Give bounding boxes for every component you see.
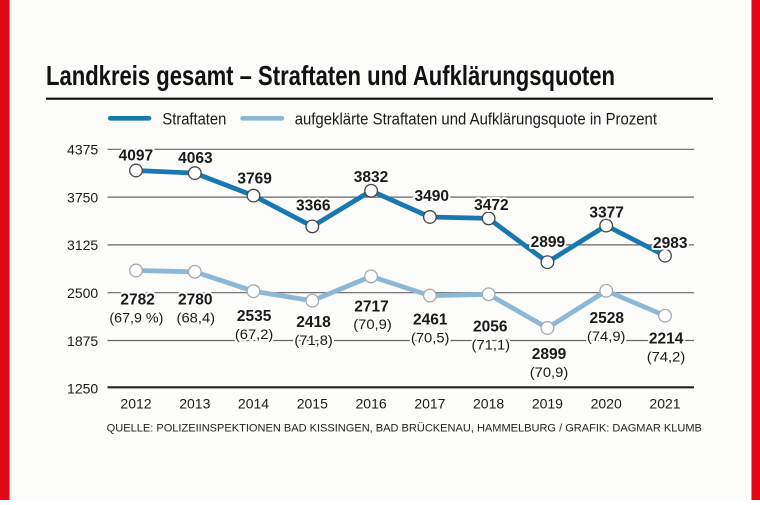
svg-text:3377: 3377	[589, 205, 624, 222]
svg-text:Landkreis gesamt – Straftaten: Landkreis gesamt – Straftaten und Aufklä…	[46, 60, 615, 91]
svg-text:2528: 2528	[589, 310, 624, 327]
svg-text:aufgeklärte Straftaten und Auf: aufgeklärte Straftaten und Aufklärungsqu…	[295, 110, 658, 129]
svg-text:4375: 4375	[67, 142, 98, 158]
svg-text:1250: 1250	[67, 381, 98, 397]
svg-text:QUELLE: POLIZEIINSPEKTIONEN BA: QUELLE: POLIZEIINSPEKTIONEN BAD KISSINGE…	[107, 423, 702, 435]
svg-text:3366: 3366	[296, 198, 331, 215]
svg-text:(70,9): (70,9)	[530, 364, 569, 380]
svg-text:2782: 2782	[120, 292, 155, 309]
svg-text:2019: 2019	[532, 396, 563, 412]
svg-text:1875: 1875	[67, 333, 98, 349]
svg-text:3490: 3490	[414, 188, 449, 205]
svg-text:2015: 2015	[297, 396, 328, 412]
svg-text:3769: 3769	[237, 171, 272, 188]
svg-text:(67,2): (67,2)	[235, 326, 274, 342]
svg-text:(74,2): (74,2)	[647, 349, 686, 365]
svg-text:2717: 2717	[354, 298, 389, 315]
svg-text:(70,9): (70,9)	[353, 316, 392, 332]
svg-text:2021: 2021	[649, 396, 680, 412]
svg-text:(67,9 %): (67,9 %)	[109, 310, 163, 326]
svg-text:3472: 3472	[474, 197, 509, 214]
svg-text:2013: 2013	[179, 396, 210, 412]
svg-text:2016: 2016	[356, 396, 387, 412]
svg-text:4097: 4097	[119, 147, 154, 164]
svg-text:3750: 3750	[67, 189, 98, 205]
svg-text:2461: 2461	[413, 312, 448, 329]
svg-text:2899: 2899	[532, 346, 567, 363]
svg-text:3125: 3125	[67, 237, 98, 253]
svg-text:2899: 2899	[531, 234, 566, 251]
svg-text:(68,4): (68,4)	[177, 310, 216, 326]
svg-text:3832: 3832	[354, 169, 389, 186]
svg-text:Straftaten: Straftaten	[162, 110, 226, 129]
svg-text:(74,9): (74,9)	[587, 328, 626, 344]
svg-text:2780: 2780	[178, 292, 213, 309]
svg-text:(70,5): (70,5)	[411, 330, 450, 346]
svg-text:2056: 2056	[473, 319, 508, 336]
svg-text:2017: 2017	[414, 396, 445, 412]
svg-text:4063: 4063	[178, 150, 213, 167]
svg-text:2535: 2535	[237, 308, 272, 325]
svg-text:(71,1): (71,1)	[472, 337, 511, 353]
svg-text:2500: 2500	[67, 285, 98, 301]
svg-text:2214: 2214	[649, 331, 684, 348]
svg-text:2018: 2018	[473, 396, 504, 412]
svg-text:(71,8): (71,8)	[294, 332, 333, 348]
svg-text:2418: 2418	[296, 314, 331, 331]
svg-text:2983: 2983	[653, 235, 688, 252]
svg-text:2012: 2012	[120, 396, 151, 412]
svg-text:2014: 2014	[238, 396, 269, 412]
svg-text:2020: 2020	[591, 396, 622, 412]
